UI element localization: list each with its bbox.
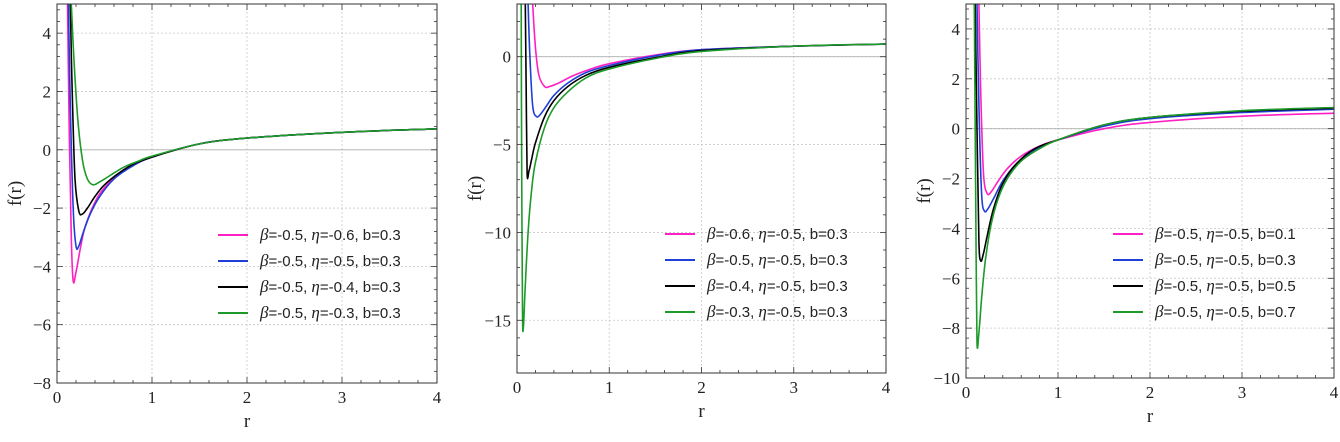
x-tick-label: 1 — [148, 388, 157, 407]
y-tick-label: 2 — [952, 70, 961, 89]
series-line-4 — [973, 4, 1334, 350]
chart-panel-right: 0 1 2 3 4 −10 −8 −6 −4 −2 0 2 4 r f(r) β=-0.5, η=-0.5, … — [914, 3, 1339, 427]
x-tick-label: 0 — [53, 388, 62, 407]
legend-label: β=-0.5, η=-0.5, b=0.3 — [706, 250, 848, 269]
legend-label: β=-0.5, η=-0.5, b=0.3 — [1154, 250, 1296, 269]
y-tick-label: −6 — [942, 269, 960, 288]
y-tick-label: 0 — [43, 141, 52, 160]
y-tick-label: 2 — [43, 82, 52, 101]
y-axis-title: f(r) — [465, 176, 486, 201]
x-tick-label: 3 — [790, 378, 799, 397]
y-tick-label: 0 — [952, 120, 961, 139]
x-axis-title: r — [1147, 406, 1154, 427]
chart-panel-middle: 0 1 2 3 4 −15 −10 −5 0 r f(r) β=-0.6, η=-0.5, b=0.3… — [465, 3, 891, 422]
y-tick-label: 4 — [43, 24, 52, 43]
y-tick-label: −15 — [484, 311, 511, 330]
x-axis-title: r — [244, 411, 251, 432]
x-tick-label: 0 — [513, 378, 522, 397]
x-tick-label: 3 — [1238, 383, 1247, 402]
y-axis-title: f(r) — [914, 178, 935, 203]
series-line-3 — [974, 4, 1334, 263]
legend-label: β=-0.5, η=-0.5, b=0.5 — [1154, 276, 1296, 295]
x-tick-label: 2 — [243, 388, 252, 407]
x-tick-label: 2 — [697, 378, 706, 397]
legend-label: β=-0.4, η=-0.5, b=0.3 — [706, 276, 848, 295]
chart-panel-left: 0 1 2 3 4 −8 −6 −4 −2 0 2 4 r f(r) β=-0.5, η=-0.6, b=0… — [5, 3, 442, 432]
y-tick-label: −4 — [33, 257, 52, 276]
x-tick-label: 1 — [605, 378, 614, 397]
legend: β=-0.5, η=-0.5, b=0.1 β=-0.5, η=-0.5, b=0… — [1113, 224, 1296, 321]
y-tick-label: −2 — [33, 199, 51, 218]
x-tick-label: 2 — [1146, 383, 1155, 402]
legend: β=-0.5, η=-0.6, b=0.3 β=-0.5, η=-0.5, b=0… — [218, 225, 401, 322]
legend: β=-0.6, η=-0.5, b=0.3 β=-0.5, η=-0.5, b=0… — [665, 224, 848, 321]
series-line-3 — [524, 4, 886, 180]
legend-label: β=-0.5, η=-0.6, b=0.3 — [259, 225, 401, 244]
legend-label: β=-0.5, η=-0.5, b=0.3 — [259, 251, 401, 270]
legend-label: β=-0.6, η=-0.5, b=0.3 — [706, 224, 848, 243]
y-tick-label: −10 — [933, 369, 960, 388]
series-line-2 — [976, 4, 1334, 213]
x-tick-label: 4 — [433, 388, 442, 407]
series-line-3 — [69, 4, 437, 216]
y-tick-label: −5 — [493, 136, 511, 155]
series-line-4 — [70, 4, 437, 186]
series-line-1 — [978, 4, 1334, 196]
y-tick-label: −8 — [33, 374, 51, 393]
y-axis-title: f(r) — [5, 181, 26, 206]
legend-label: β=-0.5, η=-0.3, b=0.3 — [259, 303, 401, 322]
x-tick-label: 0 — [962, 383, 971, 402]
y-tick-label: −6 — [33, 316, 51, 335]
x-tick-label: 3 — [338, 388, 347, 407]
legend-label: β=-0.5, η=-0.4, b=0.3 — [259, 277, 401, 296]
y-tick-label: 0 — [503, 48, 512, 67]
x-tick-label: 4 — [882, 378, 891, 397]
legend-label: β=-0.3, η=-0.5, b=0.3 — [706, 302, 848, 321]
legend-label: β=-0.5, η=-0.5, b=0.1 — [1154, 224, 1296, 243]
y-tick-label: −2 — [942, 170, 960, 189]
x-tick-label: 1 — [1054, 383, 1063, 402]
series-line-4 — [520, 4, 886, 333]
y-tick-label: 4 — [952, 20, 961, 39]
y-tick-label: −10 — [484, 223, 511, 242]
x-axis-title: r — [698, 401, 705, 422]
x-tick-label: 4 — [1330, 383, 1339, 402]
y-tick-label: −8 — [942, 319, 960, 338]
series-line-2 — [67, 4, 437, 251]
legend-label: β=-0.5, η=-0.5, b=0.7 — [1154, 302, 1296, 321]
y-tick-label: −4 — [942, 219, 961, 238]
series-line-2 — [527, 4, 886, 118]
